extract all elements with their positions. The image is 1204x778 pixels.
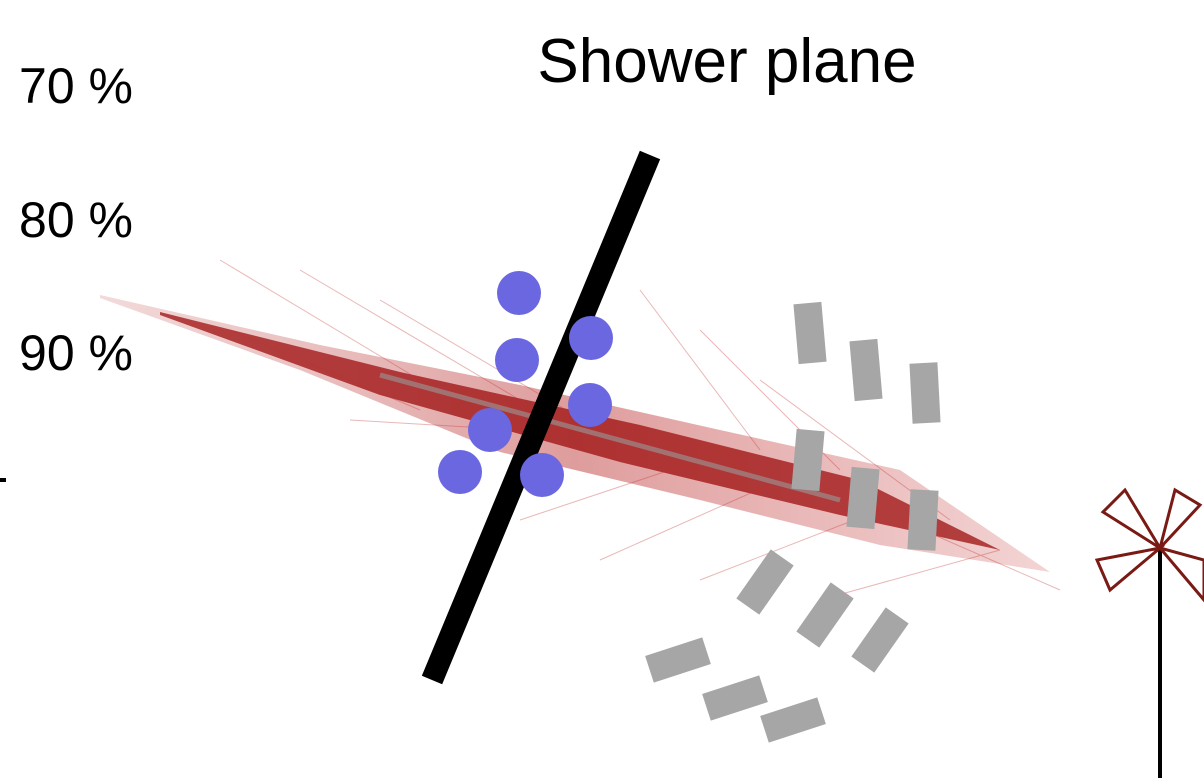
- level-label: 80 %: [19, 192, 133, 248]
- level-label: 90 %: [19, 325, 133, 381]
- level-label: 70 %: [19, 58, 133, 114]
- title: Shower plane: [537, 27, 916, 96]
- antenna: [1097, 490, 1204, 778]
- diagram: Shower plane 70 % 80 % 90 %: [0, 0, 1204, 778]
- page: Shower plane 70 % 80 % 90 % (() => { con…: [0, 0, 1204, 778]
